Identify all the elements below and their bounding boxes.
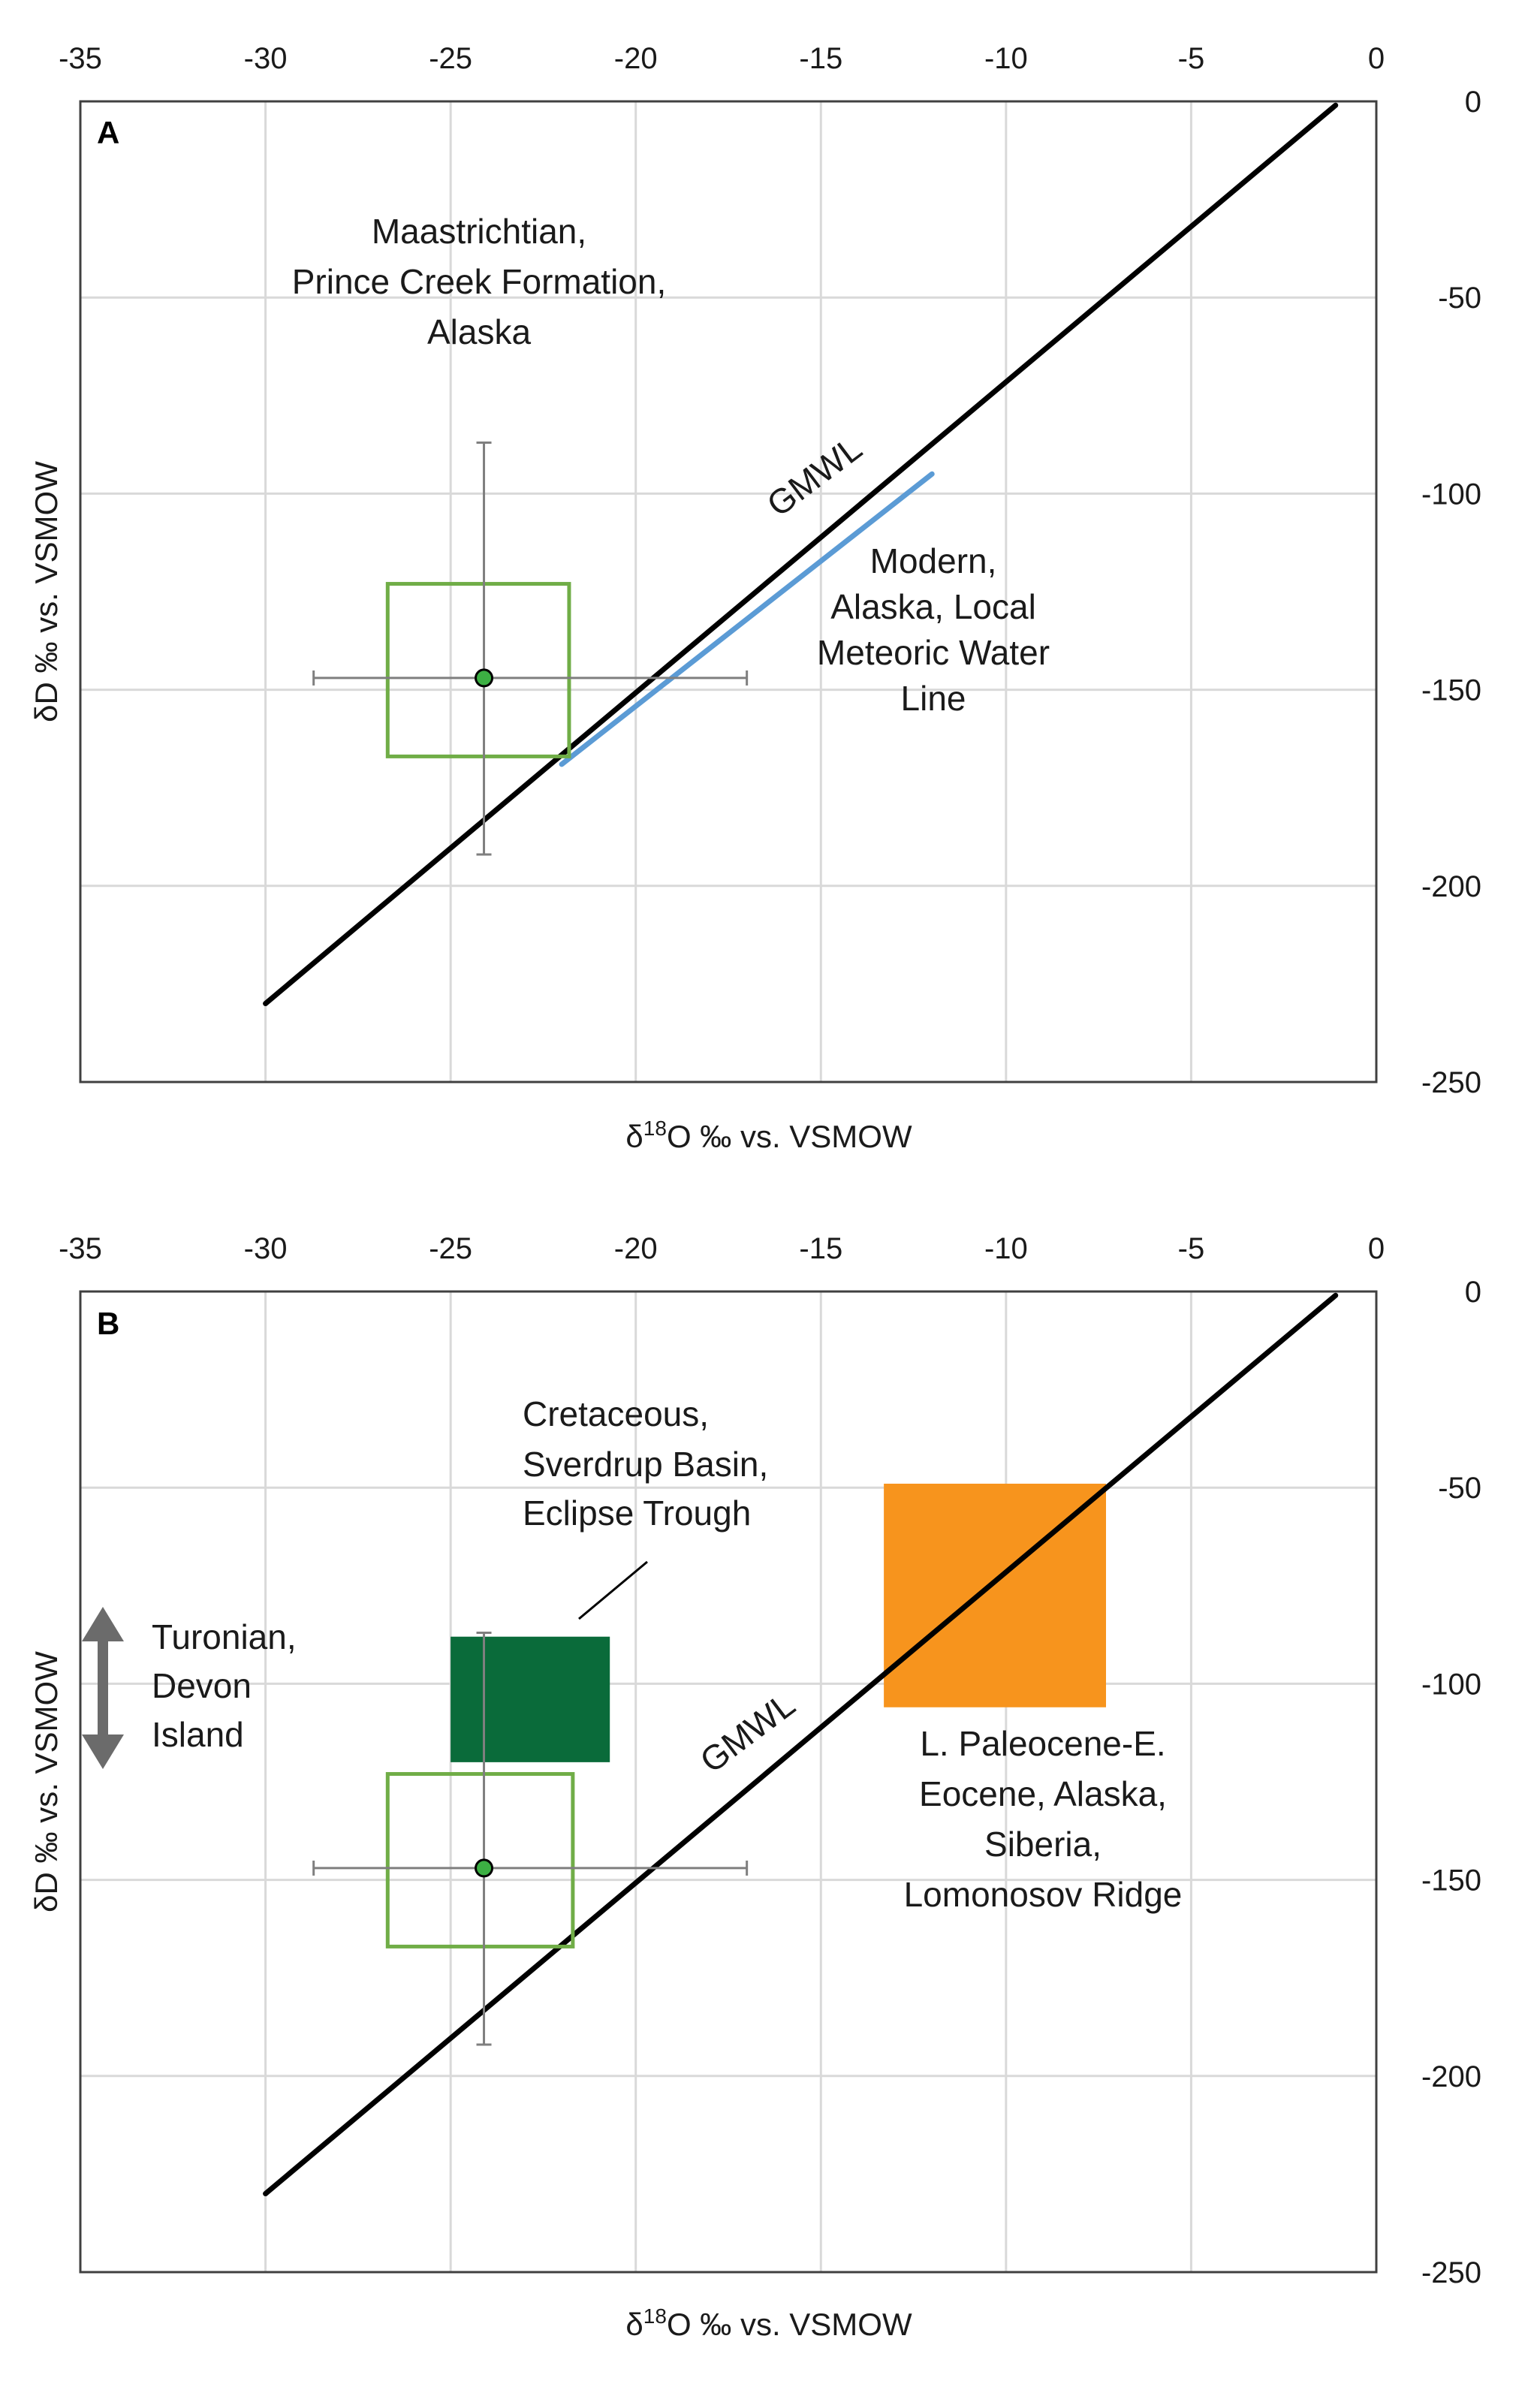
annotation-line: Alaska, Local <box>830 587 1036 626</box>
annotation-line: L. Paleocene-E. <box>920 1724 1165 1763</box>
x-tick-label: -25 <box>429 42 472 75</box>
panel-b-cretaceous-annotation: Cretaceous, Sverdrup Basin, Eclipse Trou… <box>523 1394 768 1533</box>
x-tick-label: -10 <box>984 1232 1028 1265</box>
x-tick-label: -30 <box>244 42 288 75</box>
panel-a-modern-lmwl-annotation: Modern, Alaska, Local Meteoric Water Lin… <box>817 541 1050 718</box>
x-tick-label: -5 <box>1178 1232 1205 1265</box>
annotation-line: Eocene, Alaska, <box>919 1774 1167 1813</box>
annotation-line: Lomonosov Ridge <box>904 1875 1183 1914</box>
annotation-line: Turonian, <box>152 1617 297 1656</box>
x-tick-label: -35 <box>59 1232 102 1265</box>
annotation-line: Prince Creek Formation, <box>292 262 667 301</box>
annotation-line: Cretaceous, <box>523 1394 709 1433</box>
x-tick-label: -15 <box>799 42 842 75</box>
x-tick-label: -35 <box>59 42 102 75</box>
y-tick-label: -150 <box>1421 1864 1481 1897</box>
annotation-line: Modern, <box>870 541 997 580</box>
x-tick-label: -20 <box>614 1232 658 1265</box>
x-tick-label: 0 <box>1368 42 1385 75</box>
x-tick-label: -15 <box>799 1232 842 1265</box>
panel-b-x-axis-label: δ18O ‰ vs. VSMOW <box>625 2304 912 2342</box>
panel-b-plot-frame <box>79 1290 1378 2274</box>
annotation-line: Island <box>152 1715 244 1754</box>
panel-a-maastrichtian-box <box>385 582 571 758</box>
y-tick-label: -200 <box>1421 2060 1481 2093</box>
panel-b-turonian-range-arrow <box>82 1607 124 1769</box>
panel-a-letter: A <box>97 115 119 150</box>
annotation-line: Maastrichtian, <box>372 212 586 251</box>
annotation-line: Meteoric Water <box>817 633 1050 672</box>
y-tick-label: -250 <box>1421 2256 1481 2289</box>
y-tick-label: -50 <box>1438 282 1481 315</box>
panel-b-paleocene-annotation: L. Paleocene-E. Eocene, Alaska, Siberia,… <box>904 1724 1183 1914</box>
panel-a-gmwl-line <box>263 102 1339 1007</box>
panel-a-maastrichtian-annotation: Maastrichtian, Prince Creek Formation, A… <box>292 212 667 351</box>
panel-b-cretaceous-sverdrup-box <box>451 1636 610 1762</box>
x-tick-label: -30 <box>244 1232 288 1265</box>
panel-b-maastrichtian-box <box>385 1772 575 1948</box>
panel-b-gmwl-label: GMWL <box>693 1684 803 1780</box>
x-tick-label: -20 <box>614 42 658 75</box>
panel-a-alaska-lmwl-line <box>559 471 935 767</box>
y-tick-label: -150 <box>1421 674 1481 707</box>
annotation-line: Devon <box>152 1666 252 1705</box>
y-tick-label: 0 <box>1465 86 1481 119</box>
panel-a-y-tick-labels: 0 -50 -100 -150 -200 -250 <box>1421 86 1481 1099</box>
x-tick-label: -5 <box>1178 42 1205 75</box>
y-tick-label: -250 <box>1421 1066 1481 1099</box>
panel-a: -35 -30 -25 -20 -15 -10 -5 0 0-50-100-150-200-2… <box>29 42 1481 1154</box>
panel-b-y-axis-label: δD ‰ vs. VSMOW <box>29 1651 64 1912</box>
panel-b-gmwl-line <box>263 1292 1339 2197</box>
panel-b: -35 -30 -25 -20 -15 -10 -5 0 0-50-100-150-200-2… <box>29 1232 1481 2342</box>
x-tick-label: 0 <box>1368 1232 1385 1265</box>
panel-b-cretaceous-leader-line <box>578 1560 648 1620</box>
panel-a-y-axis-label: δD ‰ vs. VSMOW <box>29 461 64 722</box>
panel-b-letter: B <box>97 1306 119 1341</box>
annotation-line: Line <box>901 679 966 718</box>
x-tick-label: -25 <box>429 1232 472 1265</box>
panel-a-plot-frame <box>79 100 1378 1083</box>
y-tick-label: -200 <box>1421 870 1481 903</box>
x-tick-label: -10 <box>984 42 1028 75</box>
panel-b-x-tick-labels: -35 -30 -25 -20 -15 -10 -5 0 <box>59 1232 1385 1265</box>
y-tick-label: 0 <box>1465 1276 1481 1309</box>
turonian-arrow-head-up <box>82 1607 124 1641</box>
panel-b-mean-point <box>475 1858 494 1878</box>
panel-b-grid <box>80 1291 1376 2272</box>
annotation-line: Sverdrup Basin, <box>523 1445 768 1484</box>
turonian-arrow-head-down <box>82 1735 124 1769</box>
panel-b-y-tick-labels: 0 -50 -100 -150 -200 -250 <box>1421 1276 1481 2289</box>
y-tick-label: -50 <box>1438 1472 1481 1505</box>
panel-a-mean-point <box>475 668 494 688</box>
panel-a-x-axis-label: δ18O ‰ vs. VSMOW <box>625 1117 912 1154</box>
annotation-line: Siberia, <box>984 1825 1102 1864</box>
annotation-line: Alaska <box>427 312 531 351</box>
panel-a-grid <box>80 101 1376 1082</box>
y-tick-label: -100 <box>1421 1668 1481 1701</box>
y-tick-label: -100 <box>1421 478 1481 511</box>
panel-b-turonian-annotation: Turonian, Devon Island <box>152 1617 297 1754</box>
panel-a-x-tick-labels: -35 -30 -25 -20 -15 -10 -5 0 <box>59 42 1385 75</box>
annotation-line: Eclipse Trough <box>523 1493 751 1533</box>
